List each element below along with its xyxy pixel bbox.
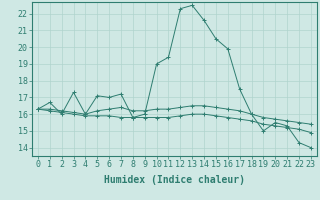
X-axis label: Humidex (Indice chaleur): Humidex (Indice chaleur) [104,175,245,185]
